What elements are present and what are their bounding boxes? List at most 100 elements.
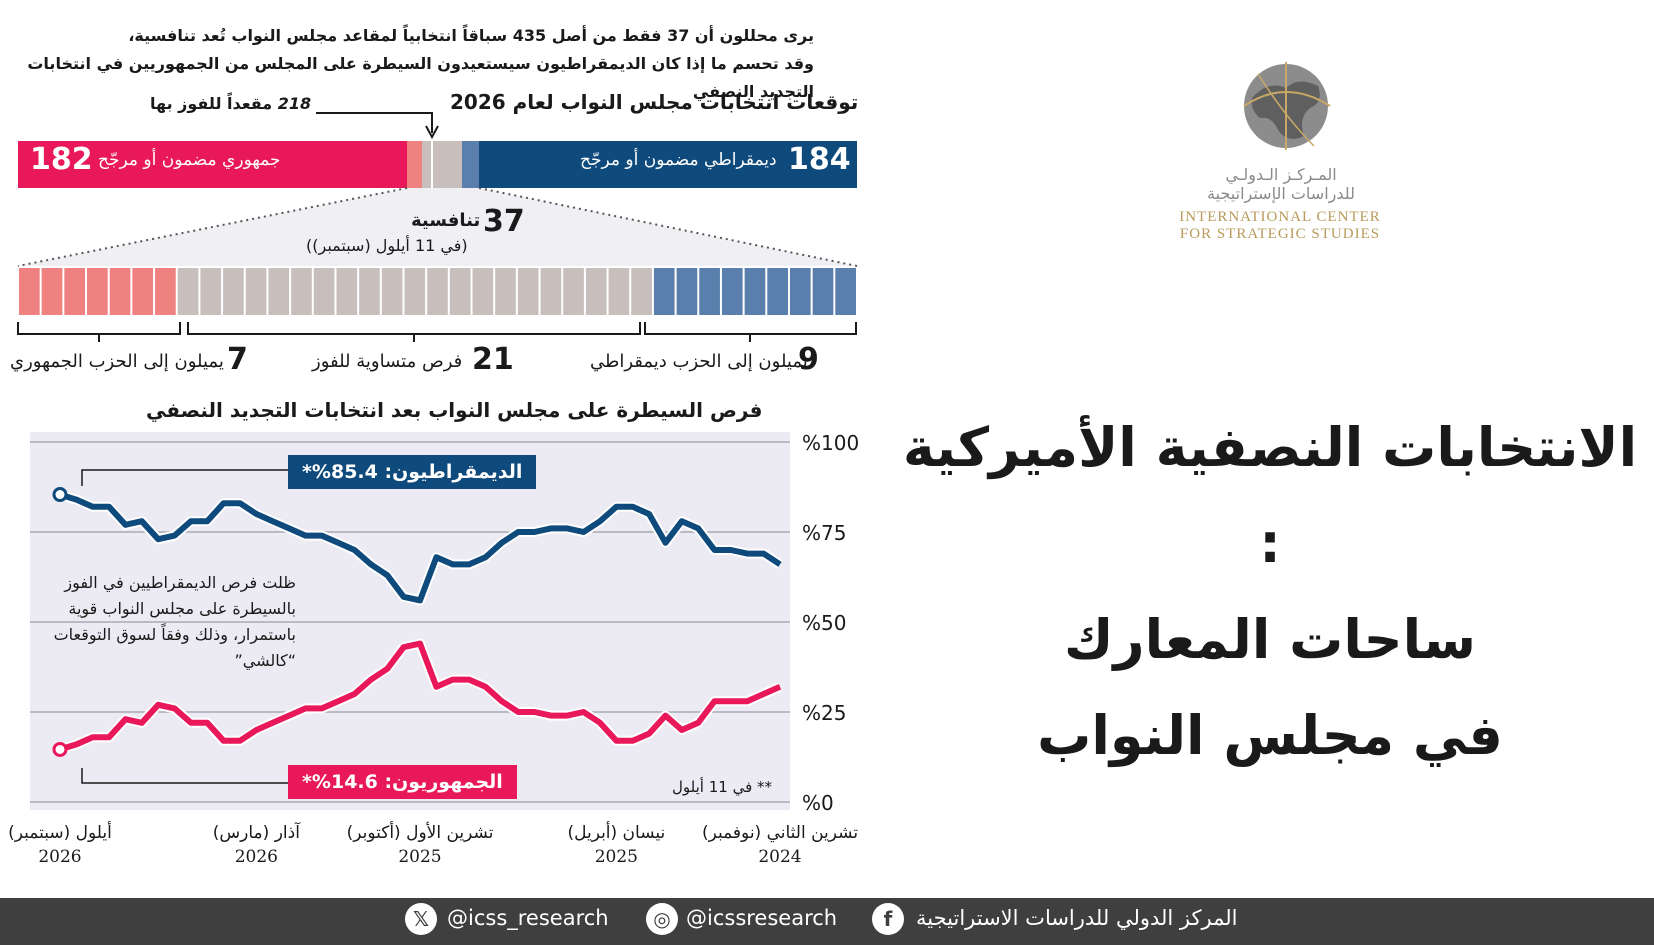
seat-cell-tossup — [177, 268, 199, 315]
facebook-icon[interactable]: f — [872, 903, 904, 935]
lean-rep-number: 7 — [227, 342, 248, 377]
footer-org-name[interactable]: المركز الدولي للدراسات الاستراتيجية — [916, 906, 1238, 930]
dem-line-endpoint — [52, 487, 68, 503]
chart-footnote: ** في 11 أيلول — [672, 778, 773, 796]
seat-cell-tossup — [608, 268, 630, 315]
forecast-title: توقعات انتخابات مجلس النواب لعام 2026 — [450, 90, 859, 114]
dem-lean-segment — [462, 141, 479, 188]
zoom-line-left — [17, 187, 408, 267]
intro-text: يرى محللون أن 37 فقط من أصل 435 سباقاً ا… — [0, 22, 814, 106]
chart-title: فرص السيطرة على مجلس النواب بعد انتخابات… — [146, 398, 763, 422]
chart-series — [52, 487, 783, 757]
seat-cell-tossup — [495, 268, 516, 315]
headline-line-1: الانتخابات النصفية الأميركية : — [902, 416, 1638, 575]
majority-number: 218 — [277, 94, 312, 113]
seat-cell-tossup — [268, 268, 290, 315]
seat-cell-lean-rep — [87, 268, 108, 315]
y-tick-label: %75 — [802, 521, 846, 545]
seat-cell-lean-rep — [109, 268, 131, 315]
intro-line-2: وقد تحسم ما إذا كان الديمقراطيون سيستعيد… — [27, 54, 814, 101]
chart-ticks: %0 %25 %50 %75 %100 تشرين الثاني (نوفمبر) 2024… — [8, 431, 859, 867]
seat-cell-tossup — [404, 268, 426, 315]
x-tick-year: 2026 — [38, 847, 81, 867]
seat-cell-tossup — [427, 268, 448, 315]
tossup-label: فرص متساوية للفوز — [312, 351, 463, 372]
chart-plot-area — [30, 432, 790, 810]
majority-label: 218 مقعداً للفوز بها — [150, 94, 311, 113]
seat-cell-lean-rep — [64, 268, 86, 315]
logo-en-line-2: FOR STRATEGIC STUDIES — [1179, 226, 1381, 242]
x-tick-label: آذار (مارس) — [213, 821, 301, 843]
seat-cell-tossup — [563, 268, 584, 315]
seat-cell-lean-dem — [721, 268, 743, 315]
rep-lean-segment — [407, 141, 422, 188]
seat-cell-tossup — [313, 268, 335, 315]
seat-cell-tossup — [359, 268, 380, 315]
headline-line-3: في مجلس النواب — [1037, 704, 1503, 767]
instagram-icon[interactable]: ◎ — [646, 903, 678, 935]
seat-cell-lean-dem — [835, 268, 856, 315]
tossup-bracket — [187, 322, 641, 342]
seat-cell-lean-rep — [155, 268, 176, 315]
x-tick-year: 2025 — [595, 847, 638, 867]
rep-safe-segment — [18, 141, 407, 188]
dem-safe-number: 184 — [788, 142, 851, 177]
dem-safe-label: ديمقراطي مضمون أو مرجّح — [580, 150, 777, 170]
headline-line-2: ساحات المعارك — [1064, 608, 1476, 671]
tossup-number: 21 — [472, 342, 514, 377]
zoom-line-right — [478, 187, 858, 267]
logo-text-en: INTERNATIONAL CENTER FOR STRATEGIC STUDI… — [1160, 209, 1400, 243]
competitive-number: 37 — [483, 204, 525, 239]
seat-cell-tossup — [631, 268, 652, 315]
infographic-canvas: %0 %25 %50 %75 %100 تشرين الثاني (نوفمبر) 2024… — [8, 112, 859, 867]
seat-cell-tossup — [245, 268, 267, 315]
logo-text: المـركـز الـدولـي للدراسات الإستراتيجية — [1168, 165, 1394, 203]
seat-cell-lean-dem — [767, 268, 788, 315]
seat-cell-tossup — [336, 268, 358, 315]
rep-callout-connector — [81, 768, 288, 784]
competitive-seat-cells — [19, 268, 856, 315]
tossup-segment-right — [442, 141, 462, 188]
seat-cell-lean-dem — [676, 268, 698, 315]
seat-cell-lean-dem — [699, 268, 720, 315]
seat-cell-tossup — [449, 268, 471, 315]
seat-cell-lean-rep — [19, 268, 40, 315]
logo-ar-line-2: للدراسات الإستراتيجية — [1207, 184, 1355, 203]
dem-lean-bracket — [644, 322, 857, 342]
rep-line — [59, 640, 782, 753]
x-tick-year: 2024 — [758, 847, 801, 867]
dem-line — [59, 491, 782, 604]
y-tick-label: %25 — [802, 701, 846, 725]
seat-cell-tossup — [291, 268, 312, 315]
majority-arrow — [316, 112, 433, 133]
rep-lean-bracket — [17, 322, 181, 342]
x-icon[interactable]: 𝕏 — [405, 903, 437, 935]
x-tick-label: نيسان (أبريل) — [567, 821, 665, 843]
lean-rep-label: يميلون إلى الحزب الجمهوري — [10, 351, 224, 372]
rep-safe-number: 182 — [30, 142, 93, 177]
seat-cell-tossup — [472, 268, 494, 315]
y-tick-label: %100 — [802, 431, 859, 455]
seat-cell-tossup — [540, 268, 562, 315]
seat-cell-lean-dem — [789, 268, 811, 315]
lean-dem-label: يميلون إلى الحزب ديمقراطي — [590, 351, 808, 372]
intro-line-1: يرى محللون أن 37 فقط من أصل 435 سباقاً ا… — [128, 26, 814, 45]
seat-cell-tossup — [223, 268, 244, 315]
y-tick-label: %0 — [802, 791, 834, 815]
dem-callout-connector — [81, 469, 288, 486]
headline: الانتخابات النصفية الأميركية : ساحات الم… — [890, 400, 1650, 784]
footer-instagram-handle[interactable]: @icssresearch — [686, 906, 838, 930]
seat-cell-lean-dem — [653, 268, 675, 315]
seat-cell-lean-rep — [132, 268, 154, 315]
globe-logo-icon — [1243, 62, 1331, 150]
seat-cell-lean-dem — [812, 268, 834, 315]
lean-dem-number: 9 — [798, 342, 819, 377]
seat-cell-lean-rep — [41, 268, 63, 315]
logo-en-line-1: INTERNATIONAL CENTER — [1179, 209, 1381, 225]
y-tick-label: %50 — [802, 611, 846, 635]
seat-cell-tossup — [381, 268, 403, 315]
chart-annotation: ظلت فرص الديمقراطيين في الفوز بالسيطرة ع… — [53, 573, 296, 670]
seat-cell-tossup — [517, 268, 539, 315]
footer-x-handle[interactable]: @icss_research — [447, 906, 609, 930]
seat-cell-tossup — [200, 268, 222, 315]
